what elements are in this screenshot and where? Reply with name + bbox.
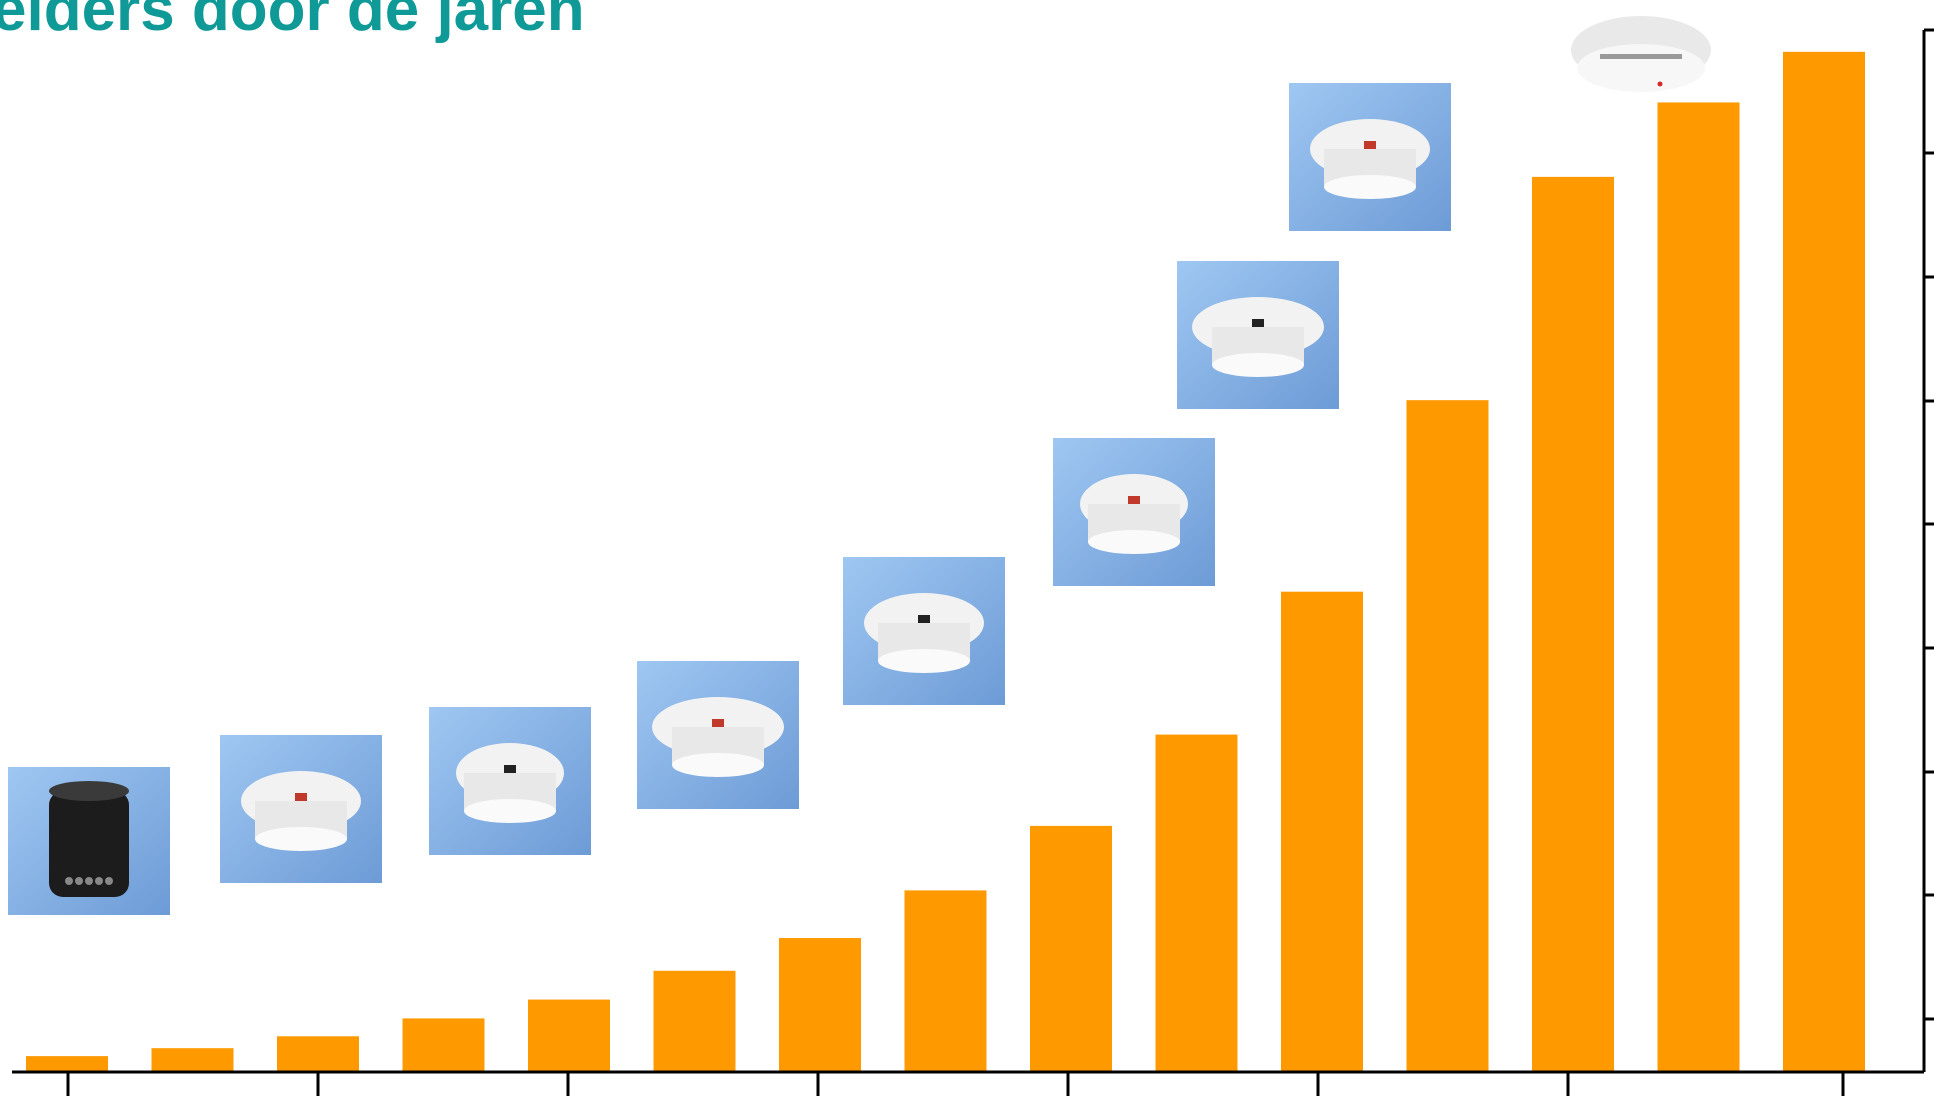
bar xyxy=(1155,734,1238,1072)
chart-title: elders door de jaren xyxy=(0,0,585,44)
bar xyxy=(402,1018,485,1072)
bar xyxy=(1657,102,1740,1073)
bar xyxy=(779,938,861,1072)
black-cylindrical-detector-icon xyxy=(8,767,170,915)
round-flat-detector-icon xyxy=(429,707,591,855)
white-socket-detector-icon xyxy=(220,735,382,883)
dome-detector-icon xyxy=(637,661,799,809)
bar xyxy=(528,999,610,1072)
bar xyxy=(277,1036,359,1072)
optical-detector-icon xyxy=(1289,83,1451,231)
bar xyxy=(1406,400,1489,1072)
bar xyxy=(653,970,736,1072)
wide-dome-detector-icon xyxy=(1177,261,1339,409)
bar xyxy=(1532,176,1614,1072)
bar xyxy=(1281,591,1363,1072)
bar xyxy=(1783,51,1865,1072)
bar xyxy=(26,1056,108,1072)
led-detector-icon xyxy=(843,557,1005,705)
bar xyxy=(151,1048,234,1072)
modern-flat-detector-icon xyxy=(1571,16,1711,92)
bar xyxy=(1030,825,1112,1072)
vented-detector-icon xyxy=(1053,438,1215,586)
bar xyxy=(904,890,987,1072)
